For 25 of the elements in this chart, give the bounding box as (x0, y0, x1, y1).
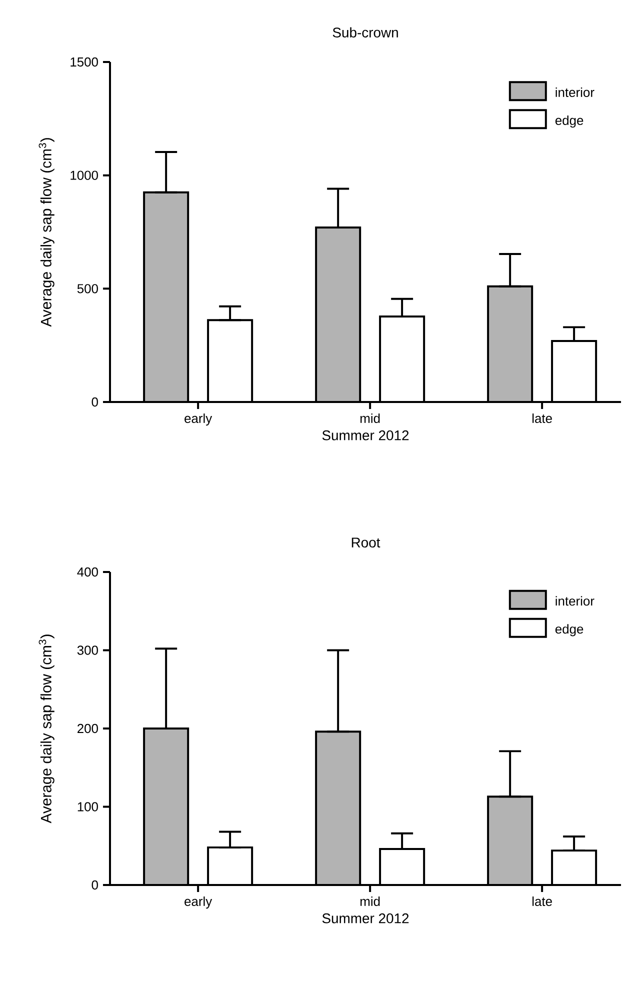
y-tick-label: 100 (78, 802, 98, 812)
y-tick-label: 400 (77, 567, 98, 577)
x-axis-title: Summer 2012 (322, 430, 409, 440)
chart-title: Root (352, 538, 380, 548)
y-tick-label: 300 (77, 646, 98, 655)
legend-label: edge (555, 624, 584, 636)
legend-label: edge (555, 115, 584, 128)
x-tick-label: mid (360, 414, 380, 424)
x-tick-label: late (532, 414, 552, 424)
chart-title: Sub-crown (332, 27, 398, 38)
x-axis-title: Summer 2012 (322, 913, 409, 924)
y-tick-label: 0 (92, 880, 98, 890)
y-tick-label: 1500 (70, 57, 98, 67)
y-tick-label: 1000 (70, 170, 98, 180)
x-tick-label: mid (360, 896, 380, 906)
y-tick-label: 200 (78, 724, 98, 734)
x-tick-label: early (184, 414, 212, 426)
x-tick-label: early (184, 896, 212, 909)
legend-label: interior (556, 88, 594, 98)
y-tick-label: 0 (92, 397, 98, 407)
legend-label: interior (556, 596, 594, 606)
y-tick-label: 500 (77, 284, 98, 294)
y-axis-title: Average daily sap flow (cm$^{3}$) (38, 138, 54, 327)
x-tick-label: late (532, 896, 552, 906)
y-axis-title: Average daily sap flow (cm$^{3}$) (38, 634, 54, 824)
